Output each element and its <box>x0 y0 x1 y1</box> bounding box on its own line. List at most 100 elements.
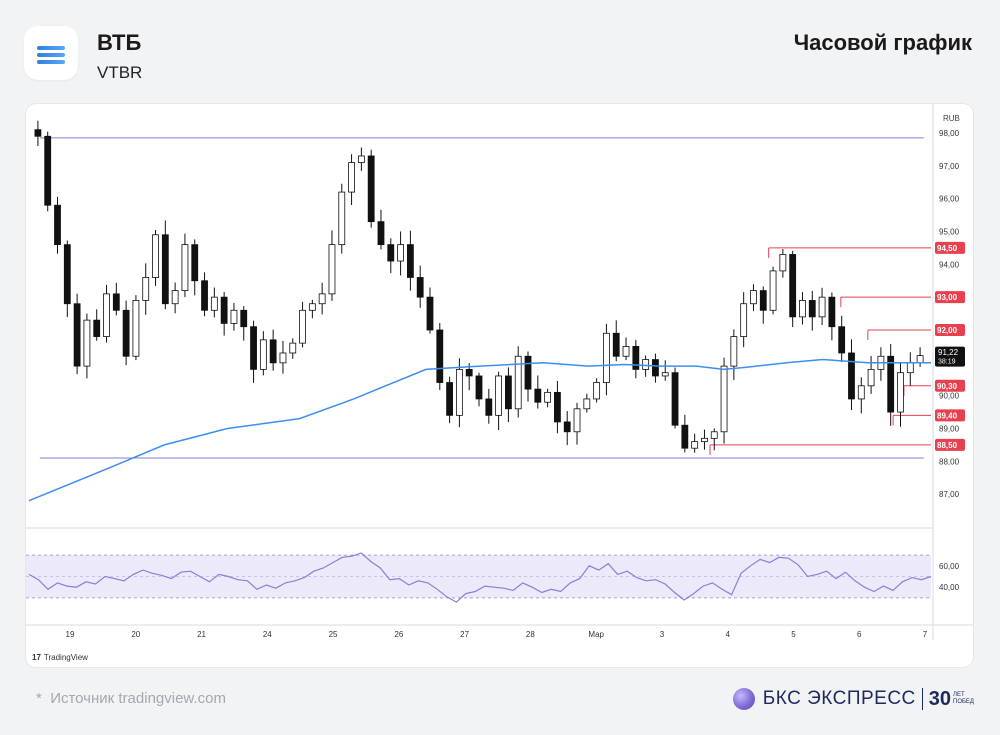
candle-body <box>789 254 797 318</box>
candle-body <box>318 293 326 305</box>
rsi-tick-label: 60,00 <box>939 562 960 571</box>
candle-body <box>710 431 718 439</box>
candle-body <box>63 244 71 305</box>
candle-body <box>73 303 81 367</box>
ticker-code: VTBR <box>97 63 143 82</box>
candle-body <box>583 398 591 410</box>
candle-body <box>750 290 757 305</box>
candle-body <box>681 424 689 449</box>
candle-body <box>838 326 846 354</box>
candle-body <box>34 129 42 137</box>
time-tick-label: 26 <box>394 630 403 639</box>
candle-body <box>54 204 61 246</box>
level-label: 94,50 <box>937 244 958 253</box>
candle-body <box>916 355 924 364</box>
candle-body <box>250 326 257 370</box>
price-chart[interactable]: RUB 98,00 97,00 96,00 95,00 94,00 93,00 92,00 91… <box>26 104 973 667</box>
time-tick-label: 7 <box>923 630 928 639</box>
candle-body <box>132 300 140 357</box>
candle-body <box>661 372 669 377</box>
candle-body <box>93 319 101 337</box>
candle-body <box>779 254 787 272</box>
time-tick-label: 4 <box>725 630 730 639</box>
price-tick-label: 94,00 <box>939 260 960 269</box>
candle-body <box>191 244 199 282</box>
level-label: 89,40 <box>937 411 958 420</box>
candle-body <box>897 372 904 413</box>
candle-body <box>544 391 552 403</box>
brand-name: БКС ЭКСПРЕСС <box>762 688 916 709</box>
candle-body <box>730 336 738 367</box>
candle-body <box>455 368 463 416</box>
candle-body <box>514 355 522 410</box>
candle-body <box>828 296 836 328</box>
time-tick-label: 27 <box>460 630 469 639</box>
time-tick-label: 24 <box>263 630 272 639</box>
time-tick-label: Мар <box>588 630 604 639</box>
candle-body <box>652 359 659 377</box>
currency-label: RUB <box>943 114 960 123</box>
price-tick-label: 97,00 <box>939 162 960 171</box>
candle-body <box>112 293 120 311</box>
candle-body <box>642 359 650 370</box>
candle-body <box>44 135 52 206</box>
candle-body <box>240 309 248 328</box>
candle-body <box>367 155 375 223</box>
candle-body <box>122 309 130 357</box>
brand-years-sub: ЛЕТ ПОБЕД <box>953 692 974 705</box>
candle-body <box>769 270 777 311</box>
time-tick-label: 20 <box>131 630 140 639</box>
candle-body <box>348 162 355 193</box>
candle-body <box>701 437 708 443</box>
candle-body <box>338 191 346 246</box>
candle-body <box>563 421 571 433</box>
level-badge <box>935 409 965 422</box>
candle-body <box>377 221 385 246</box>
ticker-name: ВТБ <box>97 30 142 55</box>
level-badge <box>935 379 965 392</box>
level-label: 92,00 <box>937 326 958 335</box>
candle-body <box>799 300 806 318</box>
candle-body <box>848 352 855 400</box>
candle-countdown-label: 38:19 <box>938 359 956 366</box>
time-tick-label: 25 <box>329 630 338 639</box>
candle-body <box>328 244 336 295</box>
level-label: 90,30 <box>937 382 958 391</box>
rsi-tick-label: 40,00 <box>939 583 960 592</box>
candle-body <box>632 346 640 370</box>
chart-card: RUB 98,00 97,00 96,00 95,00 94,00 93,00 92,00 91… <box>26 104 973 667</box>
brand-divider <box>921 688 923 710</box>
candle-body <box>808 300 816 318</box>
candle-body <box>357 155 365 163</box>
candle-body <box>397 244 404 262</box>
candle-body <box>612 332 620 357</box>
moving-average-line <box>28 358 931 502</box>
candle-body <box>906 362 914 374</box>
candle-body <box>720 365 728 433</box>
tradingview-attribution: 17 TradingView <box>32 653 88 662</box>
candle-body <box>161 234 169 305</box>
price-tick-label: 89,00 <box>939 424 960 433</box>
candle-body <box>299 309 306 344</box>
candle-body <box>406 244 414 278</box>
candle-body <box>495 375 503 416</box>
source-note: * Источник tradingview.com <box>36 690 226 707</box>
candle-body <box>534 388 542 403</box>
candle-body <box>416 277 424 298</box>
level-badge <box>935 291 965 304</box>
candle-body <box>308 303 316 311</box>
candle-body <box>387 244 395 262</box>
price-tick-label: 90,00 <box>939 392 960 401</box>
candle-body <box>485 398 493 416</box>
price-tick-label: 88,00 <box>939 457 960 466</box>
candle-body <box>818 296 826 318</box>
candle-body <box>279 352 287 364</box>
level-label: 93,00 <box>937 293 958 302</box>
candle-body <box>426 296 434 331</box>
candle-body <box>269 339 277 364</box>
candle-body <box>171 290 179 305</box>
chart-title: Часовой график <box>793 30 972 55</box>
candle-body <box>671 372 679 426</box>
candle-body <box>436 329 444 383</box>
candle-body <box>201 280 208 311</box>
